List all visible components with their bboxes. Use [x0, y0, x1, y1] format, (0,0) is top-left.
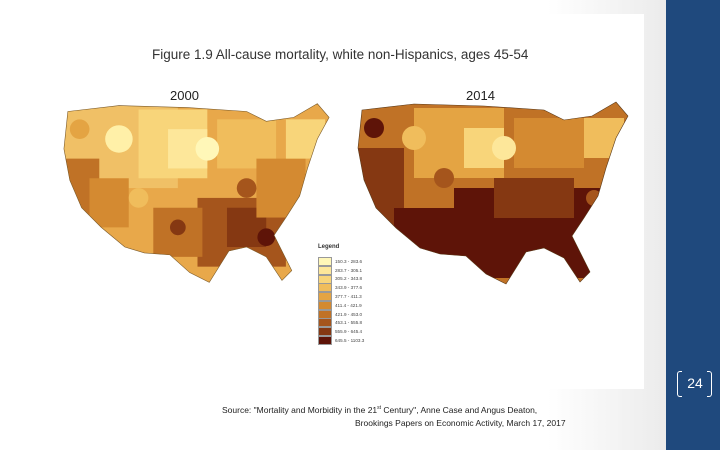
legend-label: 377.7 - 411.3	[335, 294, 362, 300]
legend-item: 343.9 - 377.6	[318, 283, 378, 293]
map-2000	[60, 98, 335, 288]
legend-swatch	[318, 274, 332, 284]
legend-label: 343.9 - 377.6	[335, 285, 363, 291]
map-year-2014: 2014	[466, 88, 495, 103]
slide-number-text: 24	[687, 375, 703, 391]
legend-label: 283.7 - 305.1	[335, 267, 363, 273]
legend-swatch	[318, 256, 332, 266]
source-superscript: st	[377, 405, 382, 412]
map-2014	[354, 98, 634, 288]
legend-rows: 150.3 - 283.6 283.7 - 305.1 305.2 - 343.8 3…	[318, 256, 378, 346]
legend-label: 150.3 - 283.6	[335, 258, 363, 264]
map-legend: Legend 150.3 - 283.6 283.7 - 305.1 305.2 -…	[318, 244, 378, 354]
source-line-1: Source: "Mortality and Morbidity in the …	[222, 405, 537, 415]
legend-item: 411.4 - 421.9	[318, 300, 378, 310]
usa-choropleth-2014	[357, 101, 629, 285]
legend-item: 645.5 - 1103.3	[318, 336, 378, 346]
legend-swatch	[318, 318, 332, 328]
source-line-2: Brookings Papers on Economic Activity, M…	[355, 418, 566, 428]
legend-swatch	[318, 309, 332, 319]
legend-item: 555.9 - 645.4	[318, 327, 378, 337]
bracket-right-icon	[707, 371, 712, 397]
source-line-1-end: Century", Anne Case and Angus Deaton,	[381, 405, 538, 415]
legend-swatch	[318, 336, 332, 346]
legend-item: 377.7 - 411.3	[318, 292, 378, 302]
map-fill-2014	[358, 102, 628, 284]
legend-swatch	[318, 283, 332, 293]
legend-label: 421.9 - 453.0	[335, 311, 363, 317]
legend-item: 453.1 - 555.8	[318, 318, 378, 328]
legend-swatch	[318, 327, 332, 337]
bracket-left-icon	[677, 371, 682, 397]
legend-label: 453.1 - 555.8	[335, 320, 363, 326]
legend-swatch	[318, 265, 332, 275]
legend-label: 305.2 - 343.8	[335, 276, 363, 282]
legend-label: 555.9 - 645.4	[335, 329, 363, 335]
legend-item: 421.9 - 453.0	[318, 309, 378, 319]
legend-title: Legend	[318, 244, 340, 250]
figure-title: Figure 1.9 All-cause mortality, white no…	[152, 47, 529, 62]
legend-item: 150.3 - 283.6	[318, 256, 378, 266]
source-line-1-start: Source: "Mortality and Morbidity in the …	[222, 405, 378, 415]
legend-item: 283.7 - 305.1	[318, 265, 378, 275]
map-year-2000: 2000	[170, 88, 199, 103]
slide-number: 24	[677, 368, 717, 400]
map-fill-2000	[63, 103, 330, 283]
legend-item: 305.2 - 343.8	[318, 274, 378, 284]
legend-label: 645.5 - 1103.3	[335, 338, 365, 344]
legend-swatch	[318, 292, 332, 302]
legend-swatch	[318, 300, 332, 310]
usa-choropleth-2000	[63, 103, 330, 283]
legend-label: 411.4 - 421.9	[335, 302, 362, 308]
